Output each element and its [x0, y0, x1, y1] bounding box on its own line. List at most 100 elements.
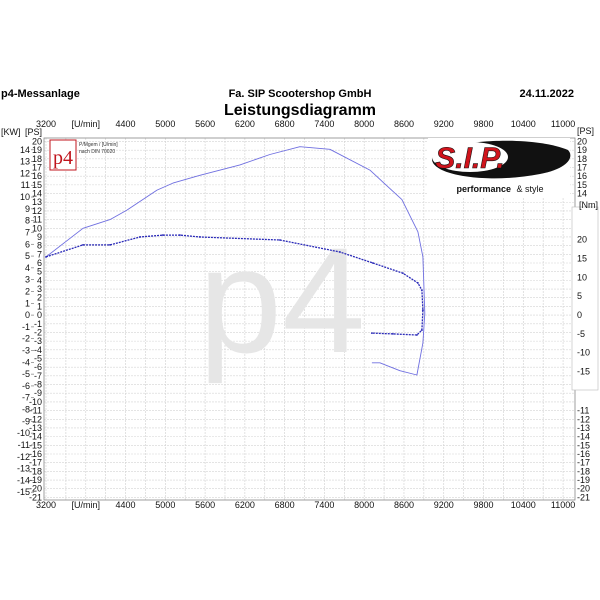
x-tick-label-top: 3200	[36, 119, 56, 129]
ps-tick-label: 10	[32, 223, 42, 233]
ps-tick-label-right: -14	[577, 432, 590, 442]
kw-tick-label: 1	[25, 298, 30, 308]
nm-axis: 20 15 10 5 0 -5 -10 -15	[577, 235, 590, 377]
kw-tick-label: -14	[17, 475, 30, 485]
x-tick-label-top: 8600	[394, 119, 414, 129]
nm-tick-label: 20	[577, 235, 587, 245]
ps-tick-label: 19	[32, 145, 42, 155]
torque-point	[178, 234, 181, 236]
power-curve	[45, 146, 426, 376]
nm-tick-label: 5	[577, 291, 582, 301]
grid	[44, 138, 575, 500]
kw-tick-label: -12	[17, 452, 30, 462]
torque-point	[139, 236, 141, 238]
kw-tick-label: -8	[22, 405, 30, 415]
ps-tick-label-right: 18	[577, 154, 587, 164]
kw-tick-label: 3	[25, 275, 30, 285]
ps-tick-label: 2	[37, 293, 42, 303]
watermark: p4	[199, 216, 366, 384]
ps-tick-label: 17	[32, 163, 42, 173]
x-tick-label-bottom: 9800	[474, 500, 494, 510]
ps-tick-label: -15	[29, 440, 42, 450]
ps-tick-label: -5	[34, 353, 42, 363]
torque-point	[162, 234, 164, 236]
ps-tick-label: -18	[29, 466, 42, 476]
kw-tick-label: -4	[22, 357, 30, 367]
kw-tick-label: -6	[22, 381, 30, 391]
kw-tick-label: 10	[20, 192, 30, 202]
kw-tick-label: 2	[25, 286, 30, 296]
x-tick-label-bottom: 10400	[511, 500, 536, 510]
x-tick-label-top: 9800	[474, 119, 494, 129]
series	[45, 146, 426, 376]
ps-tick-label-right: 16	[577, 171, 587, 181]
ps-tick-label: -3	[34, 336, 42, 346]
x-tick-label-bottom: 6200	[235, 500, 255, 510]
ps-tick-label: -20	[29, 484, 42, 494]
ps-tick-label: -14	[29, 432, 42, 442]
ps-tick-label: -19	[29, 475, 42, 485]
nm-tick-label: 0	[577, 310, 582, 320]
x-tick-label-top: 4400	[116, 119, 136, 129]
ps-tick-label: 18	[32, 154, 42, 164]
sip-logo: S.I.P. performance & style	[428, 138, 571, 198]
ps-tick-label-right: 19	[577, 145, 587, 155]
kw-tick-label: 11	[21, 180, 30, 190]
x-tick-label-top: 6200	[235, 119, 255, 129]
header-left: p4-Messanlage	[1, 88, 80, 100]
chart-title: Leistungsdiagramm	[224, 102, 376, 119]
ps-tick-label: -17	[29, 458, 42, 468]
ps-tick-label: -16	[29, 449, 42, 459]
header-center: Fa. SIP Scootershop GmbH	[229, 88, 372, 100]
ps-tick-label-right: -18	[577, 466, 590, 476]
measurement-note-2: nach DIN 70020	[79, 149, 115, 155]
nm-axis-box	[571, 206, 599, 391]
ps-tick-label: -6	[34, 362, 42, 372]
ps-tick-label-right: -21	[577, 492, 590, 502]
ps-tick-label: 12	[32, 206, 42, 216]
torque-point	[402, 272, 404, 275]
header-date: 24.11.2022	[520, 88, 574, 100]
ps-tick-label: -21	[29, 492, 42, 502]
ps-tick-label-right: 15	[577, 180, 587, 190]
kw-tick-label: -13	[17, 464, 30, 474]
kw-tick-label: 12	[20, 168, 30, 178]
x-tick-label-bottom: 9200	[434, 500, 454, 510]
kw-tick-label: 9	[25, 204, 30, 214]
ps-tick-label: -11	[30, 406, 42, 416]
ps-tick-label-right: -13	[577, 423, 590, 433]
ps-tick-label: 13	[32, 197, 42, 207]
nm-tick-label: -10	[577, 348, 590, 358]
ps-axis-label-right: [PS]	[577, 126, 594, 136]
torque-point	[371, 262, 374, 264]
ps-tick-label: 3	[37, 284, 42, 294]
ps-tick-label: -4	[34, 345, 42, 355]
x-tick-label-bottom: 6800	[275, 500, 295, 510]
ps-tick-label: -12	[29, 414, 42, 424]
x-tick-label-bottom: [U/min]	[72, 500, 101, 510]
x-tick-label-bottom: 4400	[116, 500, 136, 510]
kw-tick-label: -1	[22, 322, 30, 332]
torque-point	[45, 256, 47, 258]
x-tick-label-top: 8000	[354, 119, 374, 129]
sip-brand: S.I.P.	[435, 142, 505, 175]
x-tick-label-top: 5600	[195, 119, 215, 129]
ps-tick-label: 8	[37, 241, 42, 251]
x-tick-label-top: 7400	[314, 119, 334, 129]
x-tick-label-top: 10400	[511, 119, 536, 129]
ps-tick-label-right: 20	[577, 136, 587, 146]
kw-tick-label: 4	[25, 263, 30, 273]
p4-logo-text: p4	[53, 147, 73, 169]
torque-point	[82, 243, 84, 246]
ps-tick-label-right: -16	[577, 449, 590, 459]
kw-tick-label: -3	[22, 346, 30, 356]
svg-text:performance & style: performance & style	[456, 184, 543, 194]
kw-tick-label: -7	[22, 393, 30, 403]
ps-tick-label: 4	[37, 275, 42, 285]
x-tick-label-bottom: 8000	[354, 500, 374, 510]
ps-tick-label: 7	[37, 249, 42, 259]
kw-axis-label: [KW]	[1, 127, 21, 137]
x-tick-label-top: 5000	[155, 119, 175, 129]
sip-tagline-rest: & style	[517, 184, 544, 194]
